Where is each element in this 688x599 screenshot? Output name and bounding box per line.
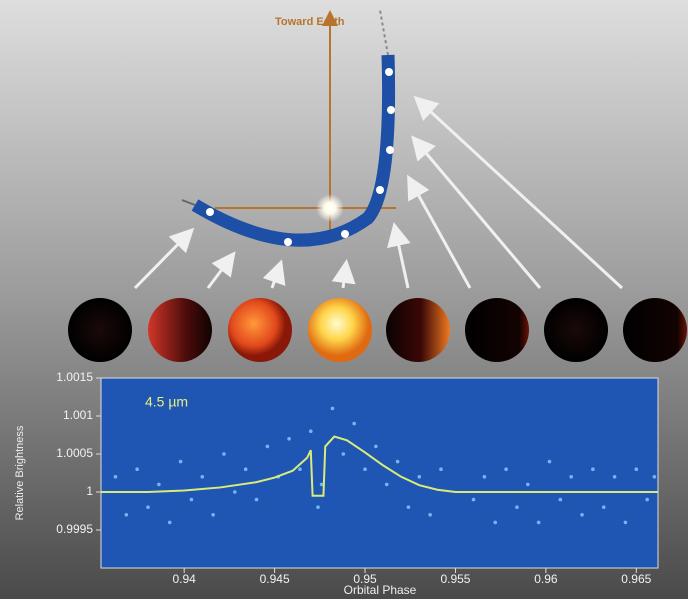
y-tick-label: 1	[86, 484, 93, 498]
data-point	[624, 521, 628, 525]
data-point	[200, 475, 204, 479]
annotation: 4.5 µm	[145, 394, 188, 410]
figure: Toward Earth 4.5 µm Orbital Phase Relati…	[0, 0, 688, 599]
data-point	[244, 467, 248, 471]
y-tick-label: 1.0005	[56, 446, 93, 460]
data-point	[537, 521, 541, 525]
data-point	[645, 498, 649, 502]
data-point	[515, 505, 519, 509]
y-tick-label: 1.0015	[56, 370, 93, 384]
data-point	[374, 445, 378, 449]
data-point	[591, 467, 595, 471]
data-point	[428, 513, 432, 517]
data-point	[331, 407, 335, 411]
data-point	[298, 467, 302, 471]
data-point	[559, 498, 563, 502]
data-point	[222, 452, 226, 456]
data-point	[233, 490, 237, 494]
data-point	[309, 429, 313, 433]
data-point	[613, 475, 617, 479]
data-point	[483, 475, 487, 479]
data-point	[363, 467, 367, 471]
data-point	[211, 513, 215, 517]
data-point	[504, 467, 508, 471]
x-tick-label: 0.95	[353, 572, 377, 586]
data-point	[493, 521, 497, 525]
data-point	[114, 475, 118, 479]
data-point	[580, 513, 584, 517]
data-point	[407, 505, 411, 509]
x-tick-label: 0.96	[534, 572, 558, 586]
data-point	[135, 467, 139, 471]
data-point	[569, 475, 573, 479]
data-point	[168, 521, 172, 525]
data-point	[190, 498, 194, 502]
y-axis-title: Relative Brightness	[14, 425, 26, 520]
x-tick-label: 0.945	[260, 572, 290, 586]
data-point	[125, 513, 129, 517]
data-point	[287, 437, 291, 441]
x-tick-label: 0.94	[173, 572, 197, 586]
y-tick-label: 1.001	[63, 408, 93, 422]
data-point	[352, 422, 356, 426]
data-point	[316, 505, 320, 509]
earth-label: Toward Earth	[275, 16, 345, 28]
data-point	[157, 483, 161, 487]
data-point	[548, 460, 552, 464]
data-point	[417, 475, 421, 479]
data-point	[634, 467, 638, 471]
y-tick-label: 0.9995	[56, 522, 93, 536]
data-point	[396, 460, 400, 464]
data-point	[255, 498, 259, 502]
data-point	[439, 467, 443, 471]
data-point	[526, 483, 530, 487]
data-point	[653, 475, 657, 479]
data-point	[179, 460, 183, 464]
x-tick-label: 0.965	[621, 572, 651, 586]
chart: 4.5 µm Orbital Phase Relative Brightness…	[14, 370, 658, 597]
data-point	[472, 498, 476, 502]
data-point	[266, 445, 270, 449]
data-point	[385, 483, 389, 487]
x-tick-label: 0.955	[440, 572, 470, 586]
data-point	[602, 505, 606, 509]
data-point	[146, 505, 150, 509]
data-point	[342, 452, 346, 456]
star	[316, 194, 344, 222]
